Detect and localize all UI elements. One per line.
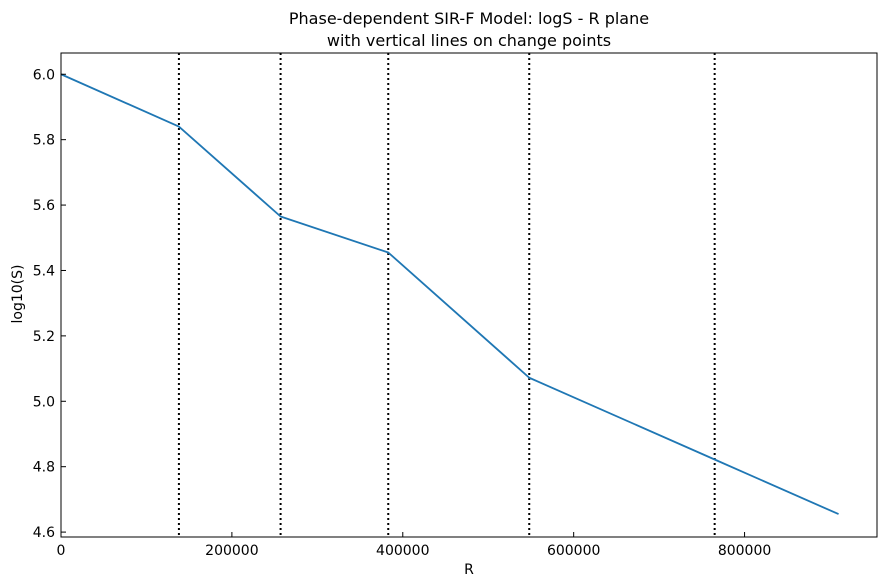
series-layer (60, 73, 839, 515)
change-point-lines (177, 53, 716, 537)
x-tick-label: 600000 (547, 543, 600, 559)
y-axis-ticks: 4.6 4.8 5.0 5.2 5.4 5.6 5.8 6.0 (33, 67, 66, 541)
x-tick-label: 200000 (205, 543, 258, 559)
x-tick-label: 0 (57, 543, 66, 559)
y-tick-label: 5.6 (33, 198, 55, 214)
x-tick-label: 800000 (718, 543, 771, 559)
x-axis-ticks: 0 200000 400000 600000 800000 (57, 532, 771, 559)
x-axis-label: R (464, 562, 474, 578)
y-tick-label: 6.0 (33, 67, 55, 83)
series-line (60, 73, 839, 515)
y-axis-label: log10(S) (10, 265, 26, 324)
y-tick-label: 4.6 (33, 525, 55, 541)
y-tick-label: 5.0 (33, 394, 55, 410)
y-tick-label: 5.4 (33, 263, 55, 279)
y-tick-label: 5.2 (33, 329, 55, 345)
x-tick-label: 400000 (376, 543, 429, 559)
y-tick-label: 4.8 (33, 460, 55, 476)
chart-title-line-1: Phase-dependent SIR-F Model: logS - R pl… (289, 9, 649, 28)
chart-title-line-2: with vertical lines on change points (327, 31, 611, 50)
plot-frame (60, 52, 878, 538)
y-tick-label: 5.8 (33, 133, 55, 149)
